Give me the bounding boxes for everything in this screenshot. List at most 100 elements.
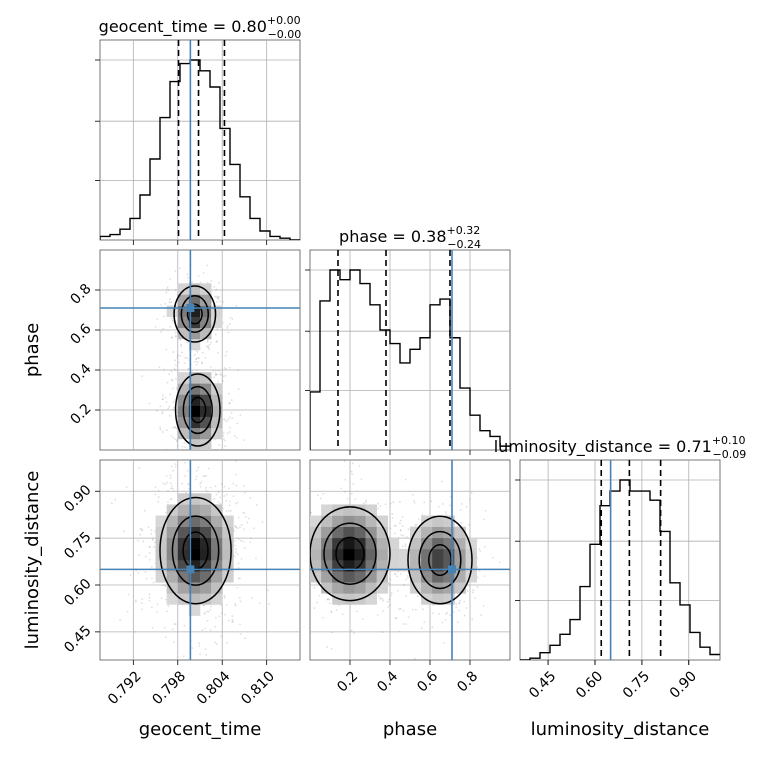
density-cell xyxy=(188,283,201,295)
density-cell xyxy=(443,582,455,594)
sample-point xyxy=(384,503,387,506)
contour-geocent_time-phase-mode1-level1 xyxy=(182,385,213,435)
sample-point xyxy=(209,458,211,460)
sample-point xyxy=(204,648,207,651)
sample-point xyxy=(208,343,211,346)
density-cell xyxy=(200,582,212,594)
sample-point xyxy=(166,286,169,289)
sample-point xyxy=(217,298,220,300)
sample-point xyxy=(306,556,308,558)
density-cell xyxy=(376,582,389,594)
sample-point xyxy=(246,521,249,524)
sample-point xyxy=(172,469,174,472)
sample-point xyxy=(206,490,209,493)
sample-point xyxy=(406,536,408,538)
sample-point xyxy=(438,612,440,615)
sample-point xyxy=(453,611,455,613)
sample-point xyxy=(184,475,186,477)
sample-point xyxy=(484,509,487,512)
density-cell xyxy=(211,405,223,417)
sample-point xyxy=(224,354,227,357)
sample-point xyxy=(466,590,469,593)
sample-point xyxy=(176,356,179,358)
sample-point xyxy=(402,623,405,625)
density-cell xyxy=(200,571,212,583)
sample-point xyxy=(239,526,241,529)
sample-point xyxy=(350,629,353,632)
sample-point xyxy=(304,568,306,570)
sample-point xyxy=(478,570,481,572)
density-cell xyxy=(200,394,212,406)
sample-point xyxy=(407,528,410,531)
density-cell xyxy=(200,515,212,527)
sample-point xyxy=(163,626,166,629)
sample-point xyxy=(352,483,355,485)
sample-point xyxy=(180,343,182,346)
sample-point xyxy=(404,543,407,546)
sample-point xyxy=(219,300,221,303)
sample-point xyxy=(174,465,177,468)
sample-point xyxy=(301,605,303,607)
density-cell xyxy=(166,560,179,572)
contour-phase-luminosity_distance-mode1-level1 xyxy=(418,530,462,590)
density-cell xyxy=(365,515,377,527)
sample-point xyxy=(406,574,409,577)
sample-point xyxy=(305,521,307,523)
sample-point xyxy=(203,611,206,614)
sample-point xyxy=(197,275,200,277)
sample-point xyxy=(167,605,170,607)
sample-point xyxy=(341,613,344,616)
sample-point xyxy=(365,501,367,504)
sample-point xyxy=(240,524,243,526)
sample-point xyxy=(389,502,392,505)
density-cell xyxy=(222,537,234,550)
sample-point xyxy=(421,514,424,516)
density-cell xyxy=(343,526,355,539)
contour-phase-luminosity_distance-mode1-level2 xyxy=(407,515,473,605)
sample-point xyxy=(151,539,154,542)
density-cell xyxy=(410,560,422,572)
sample-point xyxy=(392,501,395,504)
sample-point xyxy=(165,401,168,404)
sample-point xyxy=(204,452,206,454)
sample-point xyxy=(407,577,409,579)
sample-point xyxy=(444,613,447,615)
sample-point xyxy=(222,375,225,378)
sample-point xyxy=(175,334,177,337)
sample-point xyxy=(394,532,396,535)
sample-point xyxy=(353,632,356,635)
sample-point xyxy=(458,601,461,604)
density-cell xyxy=(200,372,212,384)
density-cell xyxy=(421,537,433,550)
sample-point xyxy=(458,602,460,605)
sample-point xyxy=(219,502,221,505)
sample-point xyxy=(402,534,405,537)
sample-point xyxy=(201,362,203,365)
sample-point xyxy=(480,614,483,617)
sample-point xyxy=(170,317,173,320)
sample-point xyxy=(234,502,237,505)
sample-point xyxy=(195,358,198,361)
sample-point xyxy=(230,399,233,401)
sample-point xyxy=(164,396,167,399)
sample-point xyxy=(125,486,128,488)
sample-point xyxy=(255,557,257,560)
sample-point xyxy=(168,405,171,408)
sample-point xyxy=(404,578,407,581)
sample-point xyxy=(194,360,197,363)
sample-point xyxy=(224,419,227,422)
sample-point xyxy=(209,608,212,611)
density-cell xyxy=(200,283,212,295)
hist-panel-phase: phase = 0.38+0.32 −0.24 xyxy=(305,224,511,455)
sample-point xyxy=(413,657,416,660)
density-cell xyxy=(365,548,377,561)
xtick-label-geocent_time-0: 0.792 xyxy=(105,668,145,708)
sample-point xyxy=(168,278,171,280)
density-panel-geocent_time-phase-plot xyxy=(100,250,300,460)
density-cell xyxy=(332,504,344,516)
sample-point xyxy=(446,611,449,614)
sample-point xyxy=(216,340,219,342)
sample-point xyxy=(379,597,382,600)
sample-point xyxy=(398,630,401,633)
sample-point xyxy=(228,402,231,405)
